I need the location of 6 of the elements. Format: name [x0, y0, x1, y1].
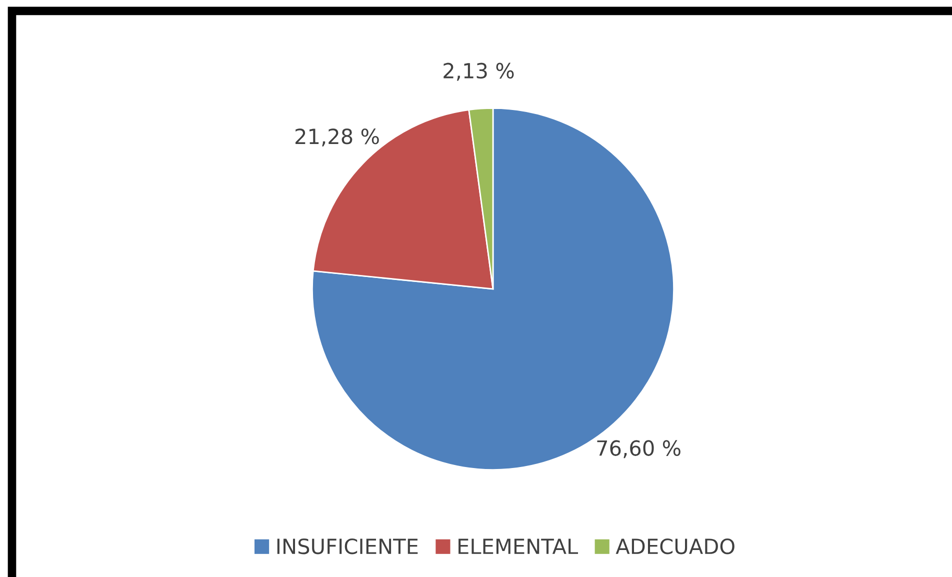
legend-label: INSUFICIENTE — [277, 538, 418, 554]
data-label: 2,13 % — [444, 62, 514, 81]
data-label: 21,28 % — [296, 128, 379, 146]
data-label: 76,60 % — [597, 440, 680, 458]
legend-label: ADECUADO — [616, 538, 734, 554]
legend-label: ELEMENTAL — [458, 538, 578, 554]
